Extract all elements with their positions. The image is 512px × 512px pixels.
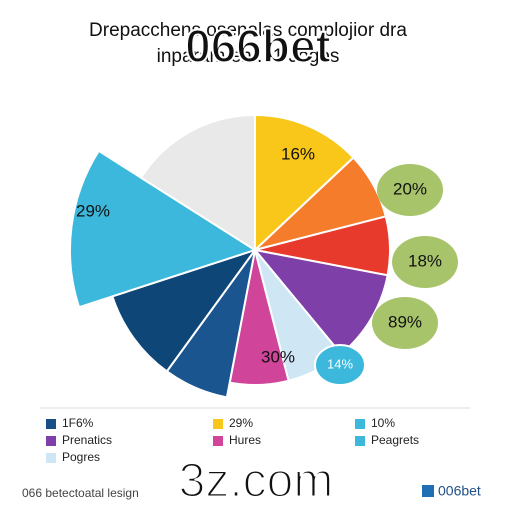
pie-slice: [111, 248, 258, 373]
annotation: 14%: [327, 356, 353, 371]
legend-label: Hures: [229, 433, 261, 447]
legend-swatch: [46, 419, 56, 429]
annotation: 20%: [393, 179, 427, 198]
legend-label: 10%: [371, 416, 395, 430]
legend-swatch: [355, 436, 365, 446]
footer-note: 066 betectoatal lesign: [22, 486, 139, 500]
callout-bubble: [392, 236, 458, 288]
legend-label: Pogres: [62, 450, 100, 464]
legend-swatch: [355, 419, 365, 429]
callout-bubble: [377, 164, 443, 216]
footer-brand: 006bet: [438, 483, 481, 499]
pie: [69, 113, 391, 399]
legend-swatch: [46, 436, 56, 446]
annotation: 29%: [76, 201, 110, 220]
legend-swatch: [46, 453, 56, 463]
legend-label: Peagrets: [371, 433, 419, 447]
legend-label: 29%: [229, 416, 253, 430]
annotation: 16%: [281, 144, 315, 163]
chart-subtitle: inparam en... 1 Jogos: [157, 46, 340, 67]
callout-bubble: [372, 297, 438, 349]
pie-slice: [69, 149, 258, 309]
annotation: 18%: [408, 251, 442, 270]
pie-slice: [139, 113, 256, 252]
legend-label: Prenatics: [62, 433, 112, 447]
callout-bubble: [314, 344, 366, 386]
annotation: 89%: [388, 312, 422, 331]
watermark: 066bet: [185, 20, 331, 72]
pie-slice: [254, 113, 355, 253]
brand-icon: [422, 485, 434, 497]
chart-title: Drepacchens osenalas complojior dra: [89, 20, 407, 41]
annotation: 30%: [261, 347, 295, 366]
legend-swatch: [213, 436, 223, 446]
legend-swatch: [213, 419, 223, 429]
legend-label: 1F6%: [62, 416, 94, 430]
annotations: 16% 29% 30% 20% 18% 89% 14%: [76, 144, 458, 386]
footer-site: 3z.com: [179, 455, 334, 508]
legend: 1F6% 29% 10% Prenatics Hures Peagrets Pogres: [46, 416, 419, 464]
